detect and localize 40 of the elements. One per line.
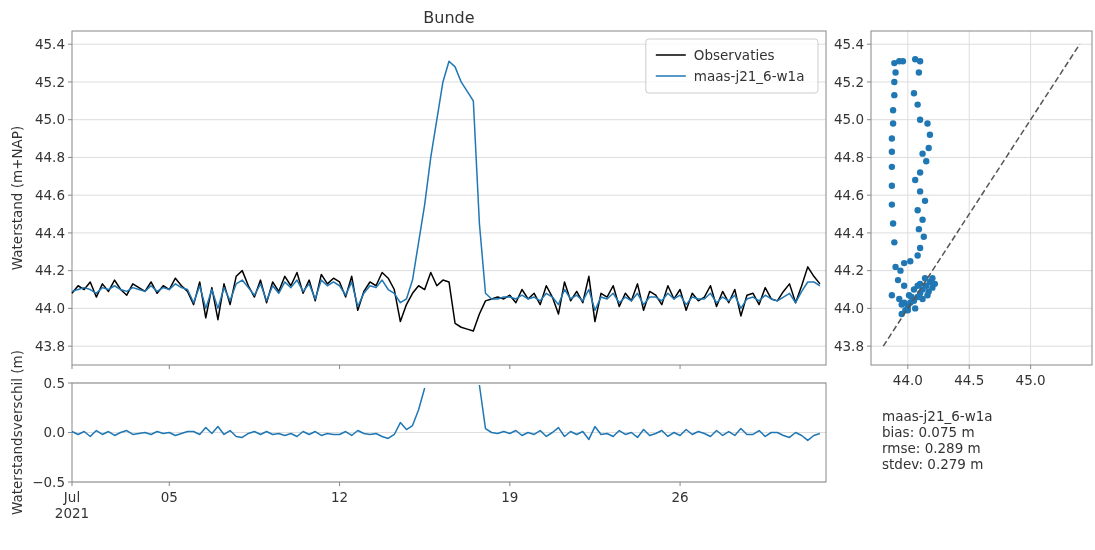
- y-tick-label: 44.0: [34, 300, 65, 317]
- y-tick-label: 44.0: [833, 300, 864, 317]
- x-tick-label: 26: [671, 489, 689, 505]
- x-tick-label: 44.0: [892, 372, 923, 388]
- text: maas-j21_6-w1a: [882, 408, 993, 424]
- x-tick-label: 05: [160, 489, 178, 505]
- legend-label: Observaties: [693, 47, 775, 63]
- y-tick-label: 44.8: [833, 149, 864, 166]
- x-tick-label: 19: [501, 489, 519, 505]
- y-tick-label: 45.0: [34, 111, 65, 128]
- y-tick-label: 44.4: [34, 224, 65, 241]
- y-tick-label: −0.5: [32, 473, 65, 490]
- y-tick-label: 0.5: [43, 374, 65, 391]
- y-tick-label: 44.6: [833, 186, 864, 203]
- x-tick-label: 45.0: [1015, 372, 1046, 388]
- y-tick-label: 44.2: [34, 262, 65, 279]
- y-tick-label: 45.2: [833, 73, 864, 90]
- y-tick-label: 43.8: [833, 337, 864, 354]
- y-tick-label: 43.8: [34, 337, 65, 354]
- text: rmse: 0.289 m: [882, 440, 981, 456]
- line-series: [71, 266, 821, 332]
- x-tick-label: 12: [330, 489, 349, 505]
- text: bias: 0.075 m: [882, 424, 975, 440]
- y-tick-label: 44.2: [833, 262, 864, 279]
- chart-title: Bunde: [423, 8, 475, 27]
- legend-label: maas-j21_6-w1a: [693, 68, 805, 84]
- y-tick-label: 45.4: [833, 35, 864, 52]
- y-tick-label: 44.8: [34, 149, 65, 166]
- x-tick-label: 44.5: [954, 372, 985, 388]
- y-tick-label: 45.0: [833, 111, 864, 128]
- y-tick-label: 45.2: [34, 73, 65, 90]
- y-tick-label: 44.6: [34, 186, 65, 203]
- y-tick-label: 45.4: [34, 35, 65, 52]
- y-tick-label: 44.4: [833, 224, 864, 241]
- y-axis-title: Waterstand (m+NAP): [9, 125, 25, 271]
- line-series: [71, 60, 821, 312]
- text: stdev: 0.279 m: [882, 456, 984, 472]
- x-tick-label: Jul 2021: [54, 489, 90, 521]
- y-tick-label: 0.0: [43, 424, 65, 441]
- y-axis-title: Waterstandsverschil (m): [9, 350, 25, 515]
